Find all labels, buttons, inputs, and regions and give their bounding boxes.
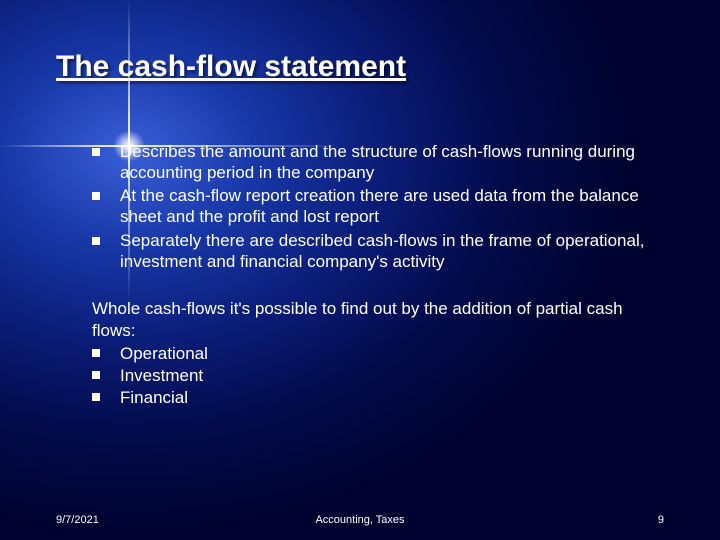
slide-footer: 9/7/2021 Accounting, Taxes 9 xyxy=(0,514,720,526)
paragraph-text: Whole cash-flows it's possible to find o… xyxy=(92,298,664,341)
footer-center-text: Accounting, Taxes xyxy=(315,514,404,526)
footer-page-number: 9 xyxy=(658,514,664,526)
primary-bullet-list: Describes the amount and the structure o… xyxy=(92,142,664,272)
list-item: At the cash-flow report creation there a… xyxy=(92,186,664,227)
list-item: Describes the amount and the structure o… xyxy=(92,142,664,183)
slide: The cash-flow statement Describes the am… xyxy=(0,0,720,540)
list-item: Investment xyxy=(92,365,664,387)
footer-date: 9/7/2021 xyxy=(56,514,99,526)
list-item: Separately there are described cash-flow… xyxy=(92,231,664,272)
list-item: Financial xyxy=(92,387,664,409)
secondary-bullet-list: Operational Investment Financial xyxy=(92,343,664,409)
list-item: Operational xyxy=(92,343,664,365)
slide-title: The cash-flow statement xyxy=(56,50,664,84)
